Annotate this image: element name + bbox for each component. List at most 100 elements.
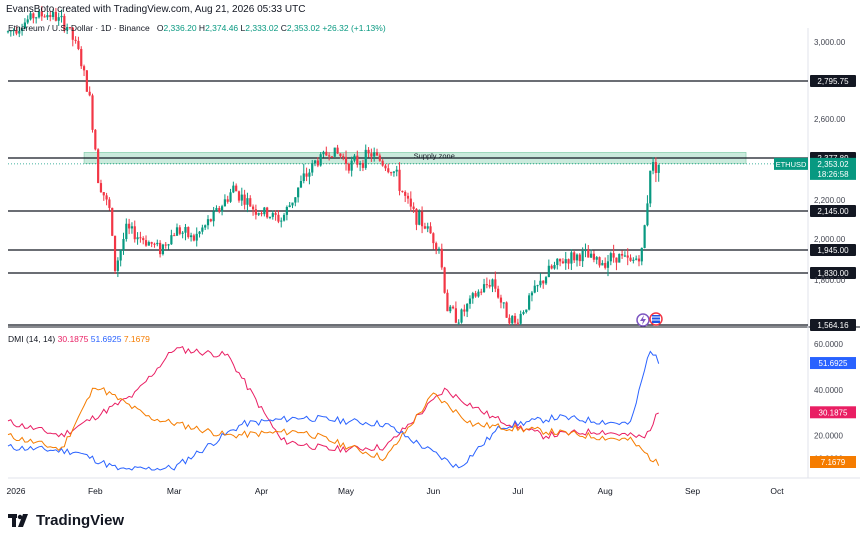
dmi-title[interactable]: DMI (14, 14) <box>8 334 56 344</box>
dmi-minus-di-value: 7.1679 <box>123 334 150 344</box>
candle <box>139 237 142 239</box>
candle <box>384 165 387 169</box>
candle <box>223 199 227 207</box>
price-level-tag-label: 1,945.00 <box>817 246 849 255</box>
candle <box>288 205 291 208</box>
price-level-tag-label: 1,564.16 <box>817 321 849 330</box>
candle <box>528 295 531 310</box>
candle <box>297 187 300 198</box>
candle <box>432 233 435 244</box>
candle <box>418 211 421 225</box>
symbol-title[interactable]: Ethereum / U.S. Dollar · 1D · Binance <box>8 23 150 33</box>
candle <box>282 214 286 221</box>
candle <box>23 22 27 29</box>
candle <box>516 322 519 324</box>
candle <box>277 214 280 222</box>
candle <box>598 257 601 266</box>
candle <box>195 233 198 241</box>
candle <box>206 219 210 226</box>
candle <box>522 312 525 314</box>
candle <box>305 173 308 177</box>
candle <box>460 309 463 323</box>
candle <box>519 313 522 324</box>
candle <box>409 198 412 207</box>
candle <box>189 235 193 238</box>
candle <box>116 260 119 271</box>
candle <box>497 288 500 298</box>
event-icons[interactable] <box>636 312 663 327</box>
candle <box>381 160 384 166</box>
candle <box>336 147 339 154</box>
candle <box>370 153 373 157</box>
candle <box>606 261 610 268</box>
candle <box>578 254 581 262</box>
candle <box>113 235 117 271</box>
candle <box>333 147 336 157</box>
candle <box>237 191 241 201</box>
candle <box>173 235 176 237</box>
symbol-legend[interactable]: Ethereum / U.S. Dollar · 1D · Binance O2… <box>8 23 386 33</box>
tradingview-logo-text: TradingView <box>36 512 125 529</box>
candle <box>629 257 632 261</box>
close-value: 2,353.02 <box>286 23 320 33</box>
flag-stripes <box>652 315 660 323</box>
change-value: +26.32 (+1.13%) <box>322 23 386 33</box>
candle <box>260 213 263 215</box>
candle <box>559 258 562 262</box>
ticker-tag <box>774 157 808 170</box>
candle <box>389 172 393 174</box>
candle <box>435 243 438 250</box>
candle <box>175 227 179 236</box>
candle <box>80 48 83 67</box>
candle <box>313 160 317 164</box>
candle <box>144 240 148 246</box>
candle <box>280 220 283 222</box>
candle <box>209 219 212 222</box>
candle <box>181 232 184 234</box>
candle <box>142 238 145 241</box>
candle <box>446 292 449 312</box>
candle <box>398 169 401 191</box>
current-price-tag <box>810 157 856 180</box>
time-axis-label: Apr <box>255 486 268 496</box>
price-level-tag <box>810 205 856 217</box>
candle <box>243 194 246 205</box>
candle <box>66 27 69 31</box>
candle <box>51 11 55 18</box>
candle <box>480 291 483 293</box>
tradingview-logo[interactable]: TradingView <box>8 512 124 529</box>
candle <box>454 308 457 323</box>
dmi-plus-di-value: 51.6925 <box>90 334 122 344</box>
candle <box>299 180 303 188</box>
candle <box>350 160 353 171</box>
candle <box>322 151 325 155</box>
candle <box>218 208 221 212</box>
candle <box>440 248 443 268</box>
dmi-plus-di-tag-label: 51.6925 <box>819 359 848 368</box>
candle <box>643 225 646 248</box>
candle <box>533 285 536 293</box>
dmi-axis-tick: 20.0000 <box>814 432 843 441</box>
candle <box>88 91 91 96</box>
candle <box>373 152 376 157</box>
candle <box>308 172 311 177</box>
candle <box>406 195 410 199</box>
candle <box>375 152 379 156</box>
candle <box>646 203 649 226</box>
candle <box>220 206 224 212</box>
dmi-minus-di-tag <box>810 456 856 468</box>
candle <box>429 226 432 234</box>
dmi-legend[interactable]: DMI (14, 14) 30.1875 51.6925 7.1679 <box>8 334 150 344</box>
low-label: L <box>240 23 246 33</box>
candle <box>378 155 381 161</box>
candle <box>251 206 255 210</box>
candle <box>12 30 15 32</box>
candle <box>488 285 491 287</box>
candle <box>60 15 63 18</box>
candle <box>319 154 322 166</box>
lightning-glyph <box>640 315 646 325</box>
candle <box>85 70 88 92</box>
candle <box>97 149 100 184</box>
candle <box>449 306 452 312</box>
